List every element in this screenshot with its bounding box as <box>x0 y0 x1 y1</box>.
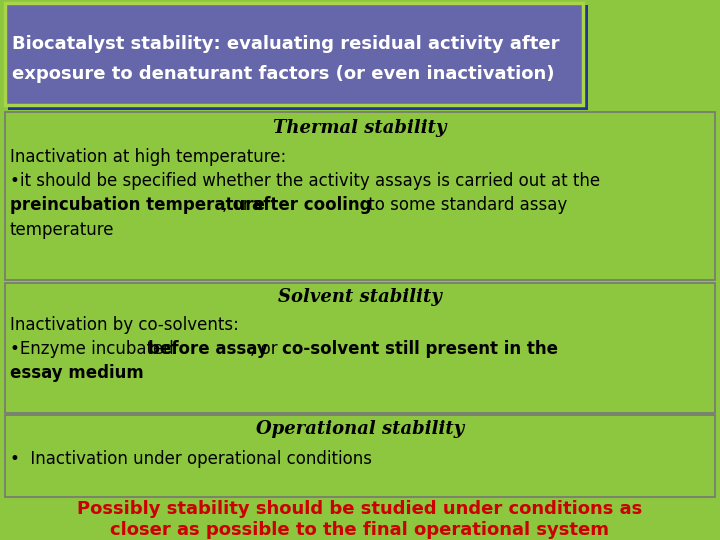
Text: co-solvent still present in the: co-solvent still present in the <box>282 340 558 358</box>
Text: essay medium: essay medium <box>10 364 144 382</box>
Text: , or: , or <box>250 340 283 358</box>
Bar <box>5 283 715 413</box>
Text: Possibly stability should be studied under conditions as: Possibly stability should be studied und… <box>77 500 643 518</box>
Text: closer as possible to the final operational system: closer as possible to the final operatio… <box>110 521 610 539</box>
Text: preincubation temperature: preincubation temperature <box>10 196 265 214</box>
Text: Inactivation by co-solvents:: Inactivation by co-solvents: <box>10 316 239 334</box>
Bar <box>8 5 588 110</box>
Text: Inactivation at high temperature:: Inactivation at high temperature: <box>10 148 287 166</box>
Text: , or: , or <box>222 196 255 214</box>
Text: exposure to denaturant factors (or even inactivation): exposure to denaturant factors (or even … <box>12 65 554 83</box>
Text: •  Inactivation under operational conditions: • Inactivation under operational conditi… <box>10 450 372 468</box>
Text: Thermal stability: Thermal stability <box>274 119 446 137</box>
Text: to some standard assay: to some standard assay <box>363 196 567 214</box>
Text: •it should be specified whether the activity assays is carried out at the: •it should be specified whether the acti… <box>10 172 600 190</box>
Bar <box>5 112 715 280</box>
Text: temperature: temperature <box>10 221 114 239</box>
Text: before assay: before assay <box>148 340 268 358</box>
Text: Biocatalyst stability: evaluating residual activity after: Biocatalyst stability: evaluating residu… <box>12 35 559 53</box>
Text: •Enzyme incubated: •Enzyme incubated <box>10 340 179 358</box>
Bar <box>5 415 715 497</box>
Bar <box>5 3 583 105</box>
Text: Solvent stability: Solvent stability <box>278 288 442 306</box>
Text: Operational stability: Operational stability <box>256 420 464 438</box>
Text: after cooling: after cooling <box>252 196 372 214</box>
